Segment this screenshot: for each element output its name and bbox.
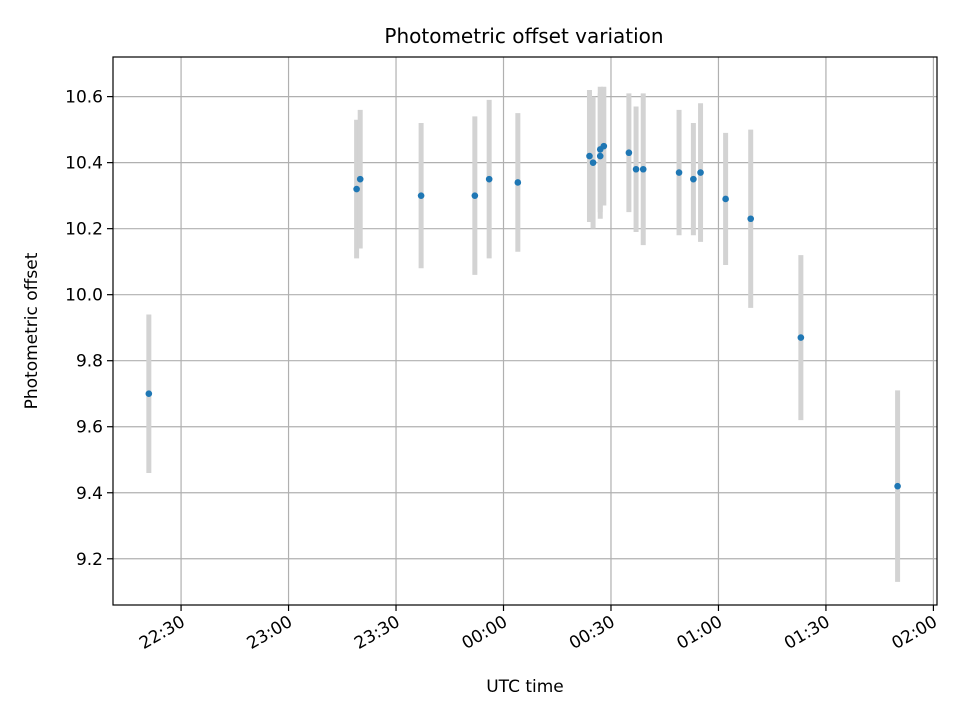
y-axis: 9.2 9.4 9.6 9.8 10.0 10.2 10.4 10.6 (65, 88, 113, 570)
y-axis-label: Photometric offset (22, 252, 42, 409)
y-tick-label: 9.2 (76, 550, 103, 570)
data-point (356, 175, 364, 183)
data-point (596, 152, 604, 160)
x-tick-label: 23:30 (351, 612, 403, 654)
data-point (471, 192, 479, 199)
data-point (589, 159, 597, 166)
x-tick-label: 01:30 (781, 612, 833, 654)
x-axis-label: UTC time (486, 677, 564, 697)
error-bars (146, 86, 901, 582)
y-tick-label: 10.2 (65, 220, 103, 240)
data-point (625, 149, 633, 157)
data-point (353, 185, 360, 193)
x-axis: 22:30 23:00 23:30 00:00 00:30 01:00 01:30 02:00 (136, 605, 941, 654)
data-point (722, 195, 729, 203)
data-point (145, 390, 153, 398)
y-tick-label: 10.4 (65, 154, 103, 174)
data-point (639, 165, 647, 173)
chart-title: Photometric offset variation (384, 24, 663, 48)
y-tick-label: 9.6 (76, 418, 103, 438)
data-point (797, 334, 805, 341)
x-tick-label: 02:00 (888, 612, 940, 654)
y-tick-label: 9.4 (76, 484, 103, 504)
data-point (586, 152, 593, 160)
y-tick-label: 10.0 (65, 286, 103, 306)
data-point (600, 142, 608, 150)
data-point (894, 482, 901, 490)
y-tick-label: 9.8 (76, 352, 103, 372)
x-tick-label: 23:00 (244, 612, 296, 654)
grid (113, 57, 937, 605)
x-tick-label: 00:30 (566, 612, 618, 654)
y-tick-label: 10.6 (65, 88, 103, 108)
data-point (747, 215, 755, 223)
x-tick-label: 22:30 (136, 612, 188, 654)
plot-frame (112, 56, 938, 606)
data-point (417, 192, 425, 199)
x-tick-label: 01:00 (674, 612, 726, 654)
data-point (697, 169, 704, 176)
data-point (514, 179, 522, 186)
data-point (675, 169, 683, 176)
data-points (145, 142, 901, 490)
data-point (690, 175, 697, 183)
data-point (485, 175, 493, 183)
data-point (632, 165, 640, 173)
x-tick-label: 00:00 (459, 612, 511, 654)
